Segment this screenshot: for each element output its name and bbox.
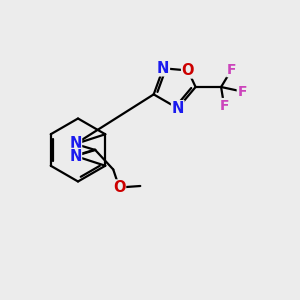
Text: F: F bbox=[237, 85, 247, 98]
Text: N: N bbox=[157, 61, 169, 76]
Text: F: F bbox=[219, 99, 229, 112]
Text: N: N bbox=[69, 136, 82, 152]
Text: O: O bbox=[113, 180, 125, 195]
Text: O: O bbox=[182, 63, 194, 78]
Text: N: N bbox=[69, 148, 82, 164]
Text: F: F bbox=[227, 63, 236, 76]
Text: N: N bbox=[172, 101, 184, 116]
